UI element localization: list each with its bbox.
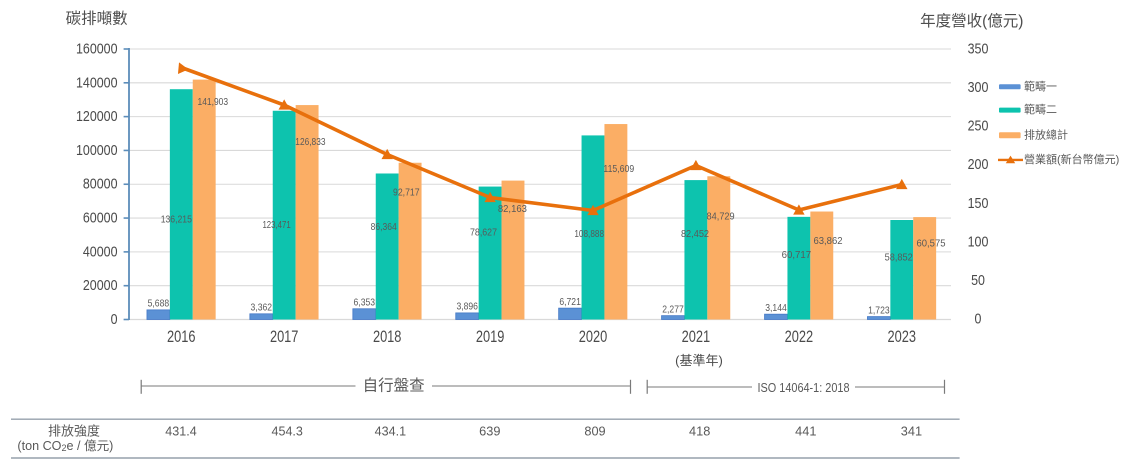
svg-text:0: 0 <box>975 311 982 328</box>
svg-text:(基準年): (基準年) <box>675 353 723 368</box>
svg-text:2023: 2023 <box>888 328 917 346</box>
svg-text:2018: 2018 <box>373 328 402 346</box>
svg-text:自行盤查: 自行盤查 <box>363 376 425 394</box>
svg-text:809: 809 <box>584 425 605 439</box>
svg-text:431.4: 431.4 <box>165 425 196 439</box>
svg-text:140000: 140000 <box>76 74 118 91</box>
svg-text:1,723: 1,723 <box>868 304 890 316</box>
svg-text:年度營收(億元): 年度營收(億元) <box>920 12 1023 30</box>
svg-text:200: 200 <box>968 156 989 173</box>
svg-text:82,452: 82,452 <box>681 228 709 240</box>
svg-text:92,717: 92,717 <box>393 186 420 198</box>
svg-text:(ton CO2e / 億元): (ton CO2e / 億元) <box>17 439 113 453</box>
svg-text:63,862: 63,862 <box>813 235 842 247</box>
svg-text:40000: 40000 <box>83 243 118 260</box>
svg-text:2017: 2017 <box>270 328 299 346</box>
svg-text:0: 0 <box>111 311 118 328</box>
svg-text:108,888: 108,888 <box>574 228 604 240</box>
svg-text:50: 50 <box>971 272 985 289</box>
svg-text:100: 100 <box>968 233 989 250</box>
svg-text:80000: 80000 <box>83 176 118 193</box>
svg-text:86,364: 86,364 <box>371 221 397 233</box>
svg-text:5,688: 5,688 <box>148 298 170 310</box>
svg-text:123,471: 123,471 <box>262 219 290 231</box>
svg-text:250: 250 <box>968 118 989 135</box>
svg-text:60,717: 60,717 <box>782 249 812 261</box>
svg-text:639: 639 <box>479 425 500 439</box>
svg-text:碳排噸數: 碳排噸數 <box>66 10 128 28</box>
svg-text:60,575: 60,575 <box>917 237 946 249</box>
svg-text:6,721: 6,721 <box>559 296 581 308</box>
svg-text:2,277: 2,277 <box>662 303 684 315</box>
svg-text:120000: 120000 <box>76 108 118 125</box>
svg-text:3,896: 3,896 <box>456 301 478 313</box>
svg-text:60000: 60000 <box>83 210 118 227</box>
svg-text:141,903: 141,903 <box>198 96 229 108</box>
svg-text:300: 300 <box>968 79 989 96</box>
svg-text:454.3: 454.3 <box>272 425 303 439</box>
svg-text:100000: 100000 <box>76 142 118 159</box>
svg-text:3,144: 3,144 <box>765 302 787 314</box>
svg-text:418: 418 <box>689 425 710 439</box>
svg-text:58,852: 58,852 <box>885 252 913 264</box>
svg-text:150: 150 <box>968 195 989 212</box>
svg-text:126,833: 126,833 <box>295 136 325 148</box>
svg-text:2021: 2021 <box>682 328 711 346</box>
svg-text:82,163: 82,163 <box>498 203 527 215</box>
svg-text:115,609: 115,609 <box>603 163 634 175</box>
svg-text:441: 441 <box>795 425 816 439</box>
svg-text:136,215: 136,215 <box>161 214 192 226</box>
svg-text:160000: 160000 <box>76 41 118 58</box>
svg-text:84,729: 84,729 <box>707 211 735 223</box>
svg-text:6,353: 6,353 <box>354 297 376 309</box>
svg-text:範疇一: 範疇一 <box>1024 79 1057 93</box>
svg-text:78,627: 78,627 <box>470 227 497 239</box>
svg-text:341: 341 <box>901 425 922 439</box>
svg-text:350: 350 <box>968 41 989 58</box>
svg-text:2022: 2022 <box>785 328 814 346</box>
svg-text:3,362: 3,362 <box>251 302 273 314</box>
svg-text:2020: 2020 <box>579 328 608 346</box>
svg-text:ISO 14064-1: 2018: ISO 14064-1: 2018 <box>758 380 850 395</box>
svg-text:排放總計: 排放總計 <box>1024 127 1068 141</box>
svg-text:2019: 2019 <box>476 328 505 346</box>
svg-text:營業額(新台幣億元): 營業額(新台幣億元) <box>1024 152 1119 166</box>
svg-text:排放強度: 排放強度 <box>48 424 100 439</box>
svg-text:範疇二: 範疇二 <box>1024 102 1057 116</box>
svg-text:434.1: 434.1 <box>375 425 406 439</box>
svg-text:2016: 2016 <box>167 328 196 346</box>
svg-text:20000: 20000 <box>83 277 118 294</box>
